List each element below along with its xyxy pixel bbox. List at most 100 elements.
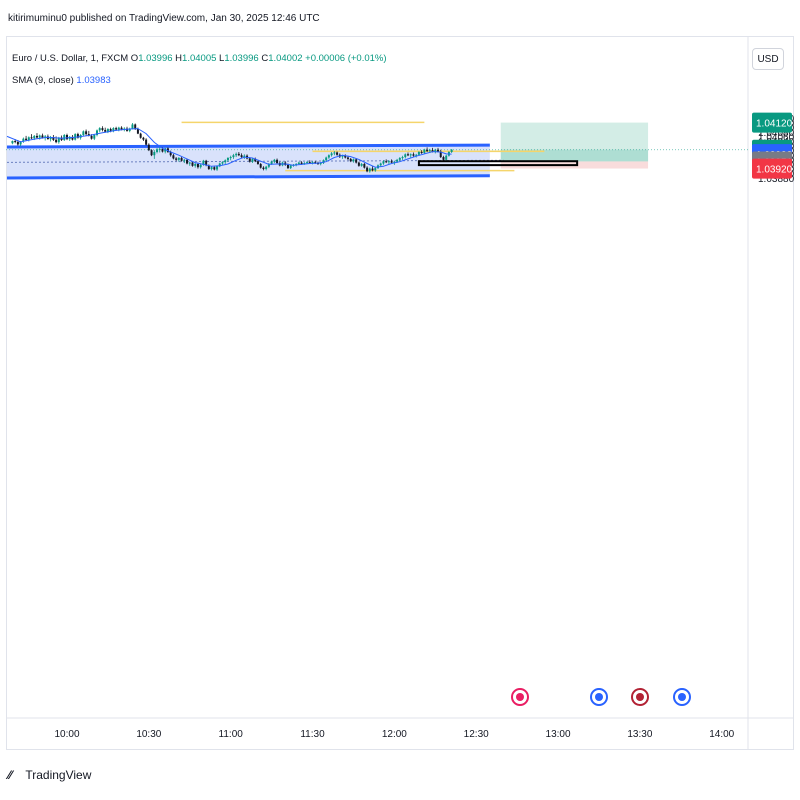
high-label: H [175,53,183,64]
price-badge-stop [752,158,792,179]
channel-upper-line [6,143,490,149]
candle-body-135 [379,163,382,166]
candle-body-101 [286,164,289,169]
candle-body-31 [96,130,99,136]
candle-body-60 [175,158,178,160]
candle-body-122 [344,155,347,158]
candle-body-143 [401,157,404,159]
sma-legend[interactable]: SMA (9, close) 1.03983 [12,75,111,86]
rectangle-drawing [417,160,579,167]
candle-body-26 [82,131,85,136]
candle-body-32 [98,128,101,131]
candle-body-69 [199,164,202,168]
y-tick-label: 1.04080 [758,128,795,139]
candle-body-93 [265,166,268,170]
candle-body-18 [60,137,63,141]
low-value: 1.03996 [224,53,259,64]
long-position-open-profit [500,149,649,162]
economic-event-icon-2-dot [678,693,686,701]
price-badge-target [752,112,792,133]
candle-body-47 [139,133,142,138]
candle-body-149 [417,152,420,155]
candle-body-16 [55,139,58,143]
candle-body-96 [273,159,276,162]
candle-body-68 [196,163,199,168]
candle-body-17 [57,137,60,143]
candle-body-33 [101,128,104,130]
candle-body-110 [311,162,314,164]
candle-body-81 [232,155,235,158]
candle-body-67 [194,163,197,166]
candle-body-14 [49,137,52,140]
candle-body-55 [161,148,164,152]
candle-body-52 [153,152,156,156]
candle-body-40 [120,127,123,130]
candle-body-11 [41,135,44,138]
candle-body-63 [183,159,186,161]
candle-body-34 [104,129,107,132]
candle-body-43 [128,128,131,131]
candle-body-146 [409,154,412,156]
candle-body-151 [423,149,426,153]
currency-button[interactable]: USD [752,48,784,70]
candle-body-71 [205,160,208,166]
candle-body-137 [385,161,388,163]
candle-body-76 [218,163,221,167]
candle-body-105 [297,162,300,164]
candle-body-73 [210,167,213,170]
candle-body-130 [366,167,369,172]
candle-body-61 [177,157,180,160]
candle-body-59 [172,155,175,159]
candle-body-75 [216,166,219,170]
close-value: 1.04002 [268,53,303,64]
candle-body-35 [106,129,109,132]
change-value: +0.00006 (+0.01%) [305,53,387,64]
candle-body-118 [333,152,336,154]
candle-body-126 [355,159,358,163]
candle-body-152 [426,149,429,152]
close-label: C [261,53,269,64]
candle-body-77 [221,162,224,164]
candle-body-78 [224,160,227,163]
candle-body-10 [38,135,41,138]
candle-body-20 [66,135,68,140]
candle-body-131 [368,168,371,172]
candle-body-90 [256,161,259,164]
candle-body-51 [150,150,153,156]
sma-label: SMA (9, close) [12,75,74,86]
candle-body-92 [262,167,265,170]
candle-body-102 [289,165,292,169]
candle-body-128 [360,163,363,166]
candle-body-113 [319,163,322,165]
candle-body-95 [270,161,273,164]
candle-body-104 [295,163,298,165]
ohlc-legend[interactable]: Euro / U.S. Dollar, 1, FXCM O1.03996 H1.… [12,53,387,64]
x-tick-label: 12:00 [382,729,407,740]
tv-logo-text: TradingView [25,768,92,782]
candle-body-106 [300,162,303,164]
candle-body-30 [93,135,96,139]
candle-body-49 [145,139,148,145]
candle-body-85 [243,155,246,158]
candle-body-3 [19,141,22,145]
candle-body-64 [186,159,189,164]
symbol-title[interactable]: Euro / U.S. Dollar, 1, FXCM [12,53,129,64]
chart-frame[interactable] [6,36,794,750]
candle-body-150 [420,152,423,154]
x-tick-label: 11:00 [219,729,244,740]
candle-body-57 [166,148,169,153]
tv-logo-icon: ⁄⁄ [8,768,13,782]
candle-body-24 [76,134,79,138]
x-tick-label: 10:00 [54,729,79,740]
candle-body-37 [112,128,115,131]
candle-body-94 [267,163,270,167]
candle-body-82 [235,153,238,156]
candle-body-155 [434,149,437,152]
candle-body-153 [428,150,431,152]
candle-body-2 [16,141,19,145]
price-badge-label: 1.03920 [756,165,793,176]
economic-event-icon-dot [595,693,603,701]
tradingview-logo[interactable]: ⁄⁄ TradingView [8,768,91,782]
high-value: 1.04005 [182,53,217,64]
